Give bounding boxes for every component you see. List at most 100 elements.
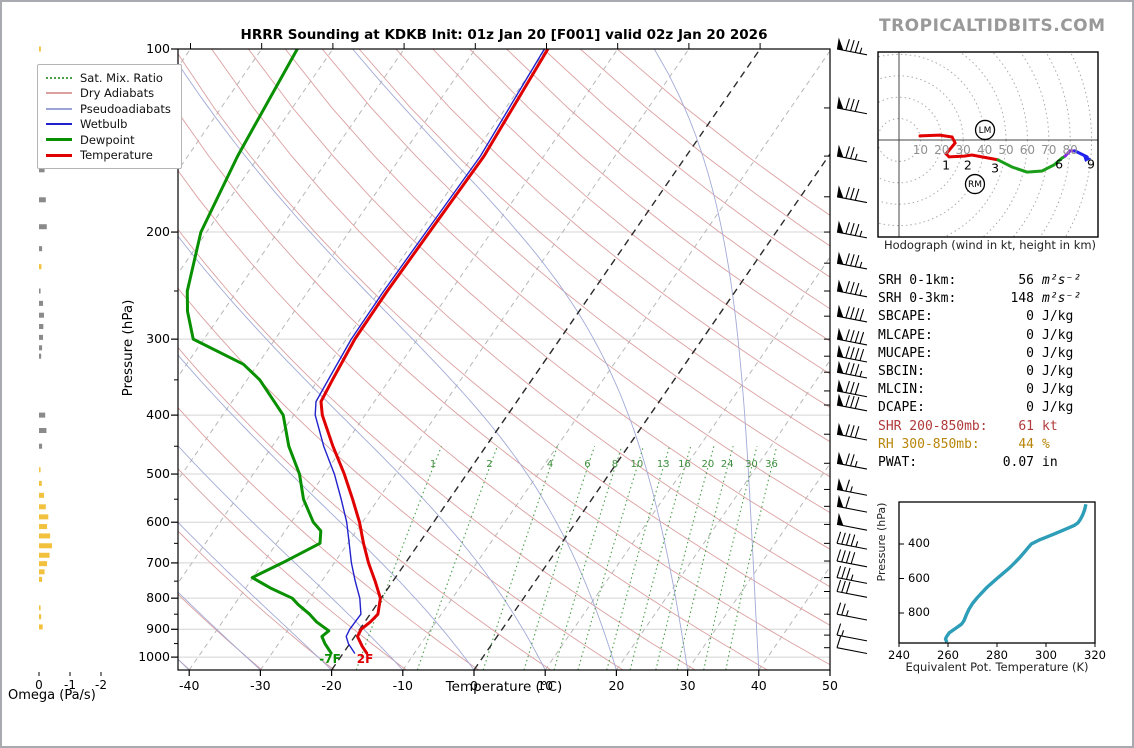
surface-temp-label: 2F bbox=[356, 652, 374, 666]
thetae-axis-label: Equivalent Pot. Temperature (K) bbox=[905, 660, 1089, 674]
wind-barb bbox=[836, 144, 868, 163]
wind-barb bbox=[836, 251, 868, 270]
mix-ratio-label: 4 bbox=[546, 459, 554, 470]
stat-label: PWAT: bbox=[878, 454, 918, 470]
wind-barb bbox=[836, 37, 868, 56]
stat-label: SRH 0-1km: bbox=[878, 273, 957, 288]
stat-value: 0 bbox=[1026, 382, 1034, 398]
stat-label: SBCAPE: bbox=[878, 309, 933, 325]
stat-unit: J/kg bbox=[1042, 309, 1074, 325]
stat-label: SBCIN: bbox=[878, 363, 925, 379]
hodograph-arrowhead bbox=[1082, 152, 1092, 162]
surface-dewpoint-label: -7F bbox=[319, 652, 341, 666]
dry-adiabat-line bbox=[284, 49, 830, 514]
pressure-tick-label: 200 bbox=[146, 224, 170, 240]
stat-value: 0 bbox=[1026, 400, 1034, 416]
omega-bar bbox=[39, 412, 46, 418]
stat-unit: kt bbox=[1042, 418, 1058, 434]
omega-bar bbox=[39, 443, 43, 449]
stat-unit: J/kg bbox=[1042, 382, 1074, 398]
temperature-tick-label: -20 bbox=[321, 678, 342, 693]
wetbulb-trace bbox=[314, 49, 546, 654]
wind-barb bbox=[836, 494, 868, 513]
page-title: HRRR Sounding at KDKB Init: 01z Jan 20 [… bbox=[240, 27, 768, 43]
legend-item-dryadiabat: Dry Adiabats bbox=[46, 86, 171, 102]
stat-row-mlcin-: MLCIN: 0 J/kg bbox=[878, 382, 1100, 400]
wetbulb-swatch bbox=[46, 123, 72, 126]
dry-adiabat-line bbox=[178, 530, 335, 670]
hodograph-height-label: 2 bbox=[963, 157, 972, 173]
stat-value: 61 bbox=[1018, 418, 1034, 434]
stat-row-pwat-: PWAT: 0.07 in bbox=[878, 455, 1100, 473]
wind-barb bbox=[836, 565, 868, 584]
temperature-tick-label: 50 bbox=[822, 678, 838, 693]
wind-barb bbox=[836, 344, 868, 363]
temperature-tick-label: -40 bbox=[178, 678, 200, 693]
hodograph-ring-label: 50 bbox=[998, 143, 1014, 157]
dry-adiabat-line bbox=[178, 228, 696, 670]
omega-tick-label: 0 bbox=[35, 678, 43, 692]
hodograph-ring-label: 80 bbox=[1062, 143, 1078, 157]
stat-label: SRH 0-3km: bbox=[878, 291, 957, 307]
stat-value: 0 bbox=[1026, 345, 1034, 361]
stat-unit: J/kg bbox=[1042, 400, 1074, 416]
stat-unit: m²s⁻² bbox=[1042, 273, 1082, 288]
legend-label: Sat. Mix. Ratio bbox=[80, 70, 163, 85]
dryadiabat-swatch bbox=[46, 92, 72, 95]
omega-bar bbox=[39, 46, 41, 52]
dry-adiabat-line bbox=[432, 49, 830, 375]
mix-ratio-line bbox=[355, 445, 443, 670]
pressure-axis-label: Pressure (hPa) bbox=[120, 299, 136, 397]
mix-ratio-line bbox=[606, 446, 671, 670]
stat-unit: m²s⁻² bbox=[1042, 291, 1082, 307]
pseudoadiabat-line bbox=[178, 354, 475, 670]
temperature-tick-label: 20 bbox=[608, 678, 625, 693]
skewt-spines bbox=[177, 48, 831, 671]
dry-adiabat-line bbox=[358, 49, 830, 443]
isotherm-line bbox=[259, 49, 690, 670]
stat-row-dcape-: DCAPE: 0 J/kg bbox=[878, 400, 1100, 418]
omega-axis-label: Omega (Pa/s) bbox=[8, 688, 96, 703]
thetae-pressure-label: Pressure (hPa) bbox=[875, 502, 888, 582]
temperature-tick-label: 10 bbox=[537, 678, 554, 693]
wind-barb bbox=[836, 636, 868, 655]
legend-item-dewpoint: Dewpoint bbox=[46, 132, 171, 148]
hodograph-border bbox=[877, 51, 1099, 238]
legend-label: Dry Adiabats bbox=[80, 86, 155, 101]
omega-bar bbox=[39, 264, 42, 270]
mix-ratio-label: 16 bbox=[678, 459, 691, 470]
wind-barb bbox=[836, 422, 868, 441]
wind-barb bbox=[836, 602, 868, 621]
pressure-tick-label: 500 bbox=[146, 466, 170, 482]
mix-ratio-line bbox=[629, 446, 692, 670]
pressure-tick-label: 1000 bbox=[138, 649, 170, 665]
omega-bar bbox=[39, 561, 48, 567]
stat-row-sbcape-: SBCAPE: 0 J/kg bbox=[878, 309, 1100, 327]
pseudoadiabat-line bbox=[352, 49, 689, 670]
wind-barb bbox=[836, 512, 868, 531]
mix-ratio-label: 24 bbox=[720, 459, 734, 470]
pseudoadiabat-swatch bbox=[46, 107, 72, 110]
dewpoint-swatch bbox=[46, 138, 72, 142]
stat-value: 0 bbox=[1026, 363, 1034, 379]
mix-ratio-label: 10 bbox=[630, 459, 644, 470]
hodograph-trace bbox=[996, 154, 1067, 174]
omega-bar bbox=[39, 353, 42, 359]
mix-ratio-line bbox=[553, 446, 623, 670]
omega-bar bbox=[39, 543, 53, 549]
stat-label: MLCIN: bbox=[878, 382, 925, 398]
stat-row-mlcape-: MLCAPE: 0 J/kg bbox=[878, 328, 1100, 346]
mix-ratio-label: 2 bbox=[486, 459, 493, 470]
mix-ratio-label: 8 bbox=[611, 459, 619, 470]
stat-value: 0.07 bbox=[1002, 454, 1034, 470]
thetae-y-tick-label: 400 bbox=[908, 536, 930, 550]
watermark: TROPICALTIDBITS.COM bbox=[879, 16, 1106, 36]
omega-bar bbox=[39, 514, 49, 520]
wind-barb bbox=[836, 279, 868, 298]
omega-bar bbox=[39, 624, 43, 630]
mix-ratio-line bbox=[416, 446, 498, 670]
dry-adiabat-line bbox=[506, 49, 830, 310]
pseudoadiabat-line bbox=[178, 62, 617, 670]
dry-adiabat-line bbox=[178, 406, 479, 670]
thetae-x-tick-label: 300 bbox=[1035, 648, 1057, 662]
